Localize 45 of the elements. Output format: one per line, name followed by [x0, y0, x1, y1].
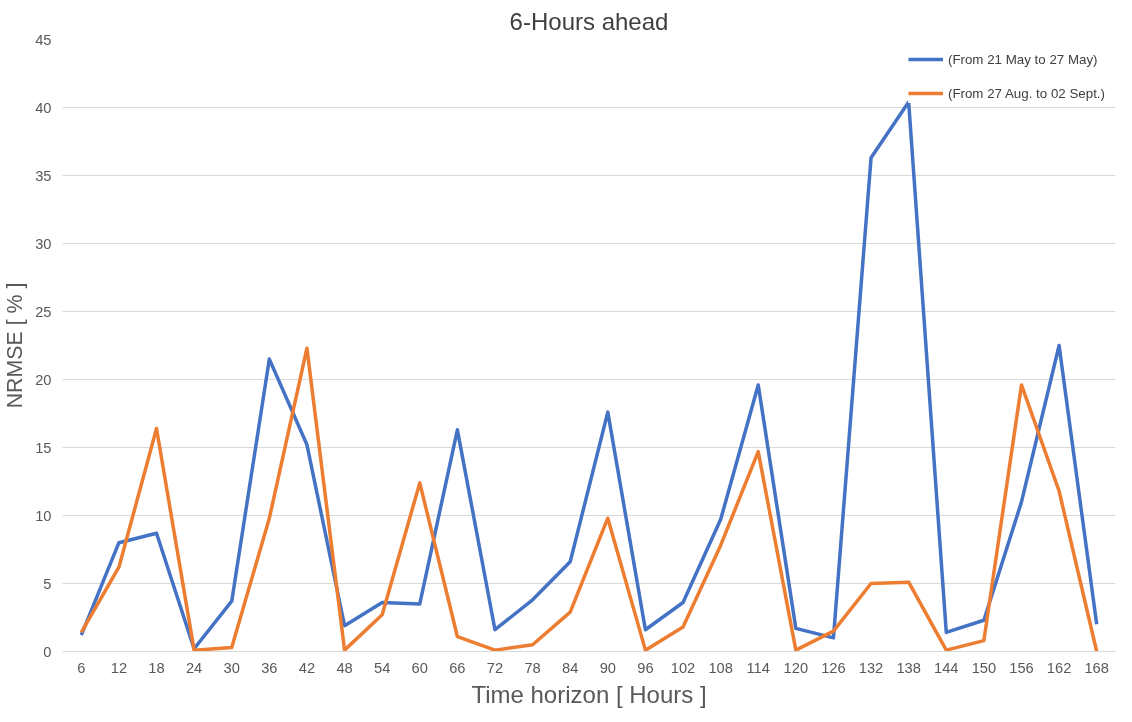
x-tick-label: 78: [524, 659, 541, 676]
y-tick-label: 20: [35, 371, 52, 388]
y-tick-label: 30: [35, 235, 52, 252]
y-tick-label: 5: [43, 575, 52, 592]
y-tick-label: 10: [35, 507, 52, 524]
x-tick-label: 168: [1084, 659, 1109, 676]
x-tick-label: 114: [746, 659, 770, 676]
x-tick-label: 60: [411, 659, 428, 676]
legend-label: (From 27 Aug. to 02 Sept.): [947, 85, 1105, 101]
y-tick-label: 40: [35, 99, 52, 116]
y-tick-label: 35: [35, 167, 52, 184]
line-series: [79, 100, 1099, 651]
y-tick-label: 25: [35, 303, 52, 320]
x-tick-label: 150: [971, 659, 997, 676]
x-tick-label: 48: [336, 659, 353, 676]
line-series: [79, 346, 1099, 652]
x-tick-label: 12: [110, 659, 128, 676]
y-tick-label: 0: [43, 643, 52, 660]
x-tick-label: 120: [783, 659, 809, 676]
y-tick-label: 45: [35, 31, 52, 48]
x-tick-label: 108: [708, 659, 733, 676]
x-axis-title: Time horizon [ Hours ]: [471, 680, 707, 708]
x-tick-label: 30: [223, 659, 240, 676]
legend-label: (From 21 May to 27 May): [947, 51, 1098, 67]
x-tick-label: 90: [599, 659, 616, 676]
x-tick-label: 102: [670, 659, 696, 676]
x-tick-label: 126: [821, 659, 846, 676]
x-tick-label: 132: [858, 659, 884, 676]
x-tick-label: 138: [896, 659, 921, 676]
x-tick-label: 156: [1009, 659, 1034, 676]
x-tick-label: 6: [77, 659, 86, 676]
chart-title: 6-Hours ahead: [509, 7, 669, 35]
y-tick-label: 15: [35, 439, 52, 456]
y-axis-title: NRMSE [ % ]: [3, 282, 28, 409]
x-tick-label: 66: [449, 659, 466, 676]
x-tick-label: 42: [298, 659, 316, 676]
x-tick-label: 84: [562, 659, 579, 676]
x-tick-label: 54: [374, 659, 391, 676]
x-tick-label: 144: [934, 659, 959, 676]
x-tick-label: 18: [148, 659, 165, 676]
x-tick-label: 72: [486, 659, 504, 676]
x-tick-label: 162: [1046, 659, 1072, 676]
x-tick-label: 24: [185, 659, 203, 676]
x-tick-label: 36: [261, 659, 278, 676]
x-tick-label: 96: [637, 659, 654, 676]
